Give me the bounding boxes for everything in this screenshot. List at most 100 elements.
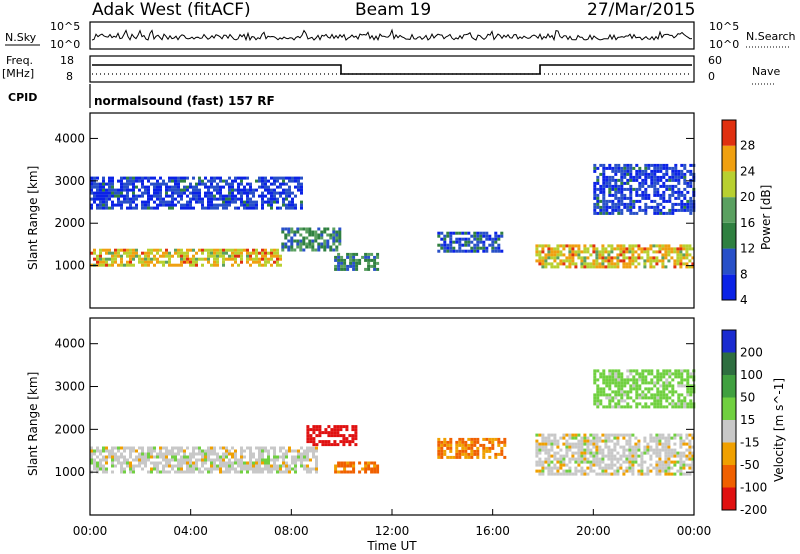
velocity-echo-cell — [373, 467, 377, 471]
velocity-echo-cell — [611, 396, 615, 400]
power-echo-cell — [650, 181, 654, 185]
velocity-echo-cell — [691, 433, 695, 437]
velocity-echo-cell — [598, 448, 602, 452]
velocity-echo-cell — [96, 446, 99, 450]
power-echo-cell — [680, 202, 684, 206]
velocity-echo-cell — [619, 454, 623, 458]
velocity-echo-cell — [691, 466, 695, 470]
power-echo-cell — [449, 234, 453, 238]
power-echo-cell — [593, 208, 597, 212]
velocity-echo-cell — [276, 455, 279, 459]
velocity-echo-cell — [656, 402, 660, 406]
power-echo-cell — [653, 169, 657, 173]
power-echo-cell — [583, 247, 587, 251]
power-echo-cell — [589, 244, 593, 248]
velocity-echo-cell — [677, 399, 681, 403]
power-echo-cell — [192, 248, 195, 252]
velocity-echo-cell — [574, 457, 578, 461]
power-echo-cell — [664, 244, 668, 248]
power-echo-cell — [156, 257, 159, 261]
power-echo-cell — [614, 208, 618, 212]
power-echo-cell — [661, 262, 665, 266]
power-echo-cell — [541, 265, 545, 269]
power-echo-cell — [662, 184, 666, 188]
velocity-echo-cell — [604, 439, 608, 443]
velocity-echo-cell — [620, 378, 624, 382]
velocity-echo-cell — [658, 436, 662, 440]
power-echo-cell — [437, 243, 441, 247]
power-echo-cell — [665, 166, 669, 170]
power-echo-cell — [210, 185, 213, 189]
velocity-echo-cell — [553, 457, 557, 461]
power-echo-cell — [96, 254, 99, 258]
velocity-echo-cell — [240, 449, 243, 453]
power-echo-cell — [210, 182, 213, 186]
power-echo-cell — [180, 257, 183, 261]
velocity-echo-cell — [614, 369, 618, 373]
power-echo-cell — [123, 251, 126, 255]
velocity-echo-cell — [647, 390, 651, 394]
velocity-y-tick-label: 3000 — [54, 380, 85, 394]
power-echo-cell — [282, 182, 285, 186]
velocity-echo-cell — [688, 454, 692, 458]
power-echo-cell — [153, 188, 156, 192]
power-echo-cell — [192, 260, 195, 264]
velocity-echo-cell — [598, 439, 602, 443]
velocity-echo-cell — [607, 445, 611, 449]
power-echo-cell — [571, 259, 575, 263]
power-echo-cell — [461, 237, 465, 241]
velocity-echo-cell — [568, 460, 572, 464]
power-echo-cell — [102, 197, 105, 201]
velocity-echo-cell — [602, 405, 606, 409]
power-echo-cell — [294, 185, 297, 189]
power-echo-cell — [443, 237, 447, 241]
power-echo-cell — [689, 169, 693, 173]
velocity-echo-cell — [659, 390, 663, 394]
power-echo-cell — [592, 247, 596, 251]
velocity-echo-cell — [638, 384, 642, 388]
power-colorbar-segment — [722, 145, 736, 172]
velocity-echo-cell — [321, 440, 325, 444]
power-echo-cell — [641, 178, 645, 182]
power-echo-cell — [234, 188, 237, 192]
power-echo-cell — [446, 234, 450, 238]
velocity-echo-cell — [494, 437, 498, 441]
power-echo-cell — [638, 181, 642, 185]
velocity-echo-cell — [210, 470, 213, 474]
power-echo-cell — [596, 202, 600, 206]
power-echo-cell — [219, 203, 222, 207]
velocity-echo-cell — [306, 434, 310, 438]
velocity-echo-cell — [306, 428, 310, 432]
velocity-echo-cell — [207, 458, 210, 462]
velocity-echo-cell — [593, 402, 597, 406]
power-echo-cell — [114, 194, 117, 198]
power-echo-cell — [284, 242, 288, 246]
power-echo-cell — [225, 194, 228, 198]
velocity-echo-cell — [153, 461, 156, 465]
velocity-echo-cell — [141, 446, 144, 450]
power-echo-cell — [596, 199, 600, 203]
power-echo-cell — [616, 265, 620, 269]
velocity-echo-cell — [596, 384, 600, 388]
freq-tick-top: 18 — [60, 54, 74, 67]
power-echo-cell — [279, 194, 282, 198]
power-echo-cell — [192, 257, 195, 261]
power-echo-cell — [661, 265, 665, 269]
velocity-echo-cell — [352, 467, 356, 471]
power-echo-cell — [638, 208, 642, 212]
power-echo-cell — [291, 203, 294, 207]
power-echo-cell — [346, 264, 350, 268]
power-echo-cell — [183, 191, 186, 195]
power-echo-cell — [96, 197, 99, 201]
power-echo-cell — [216, 248, 219, 252]
power-echo-cell — [602, 163, 606, 167]
power-echo-cell — [352, 267, 356, 271]
power-echo-cell — [376, 267, 380, 271]
power-colorbar-tick: 12 — [740, 242, 755, 256]
velocity-echo-cell — [93, 464, 96, 468]
velocity-colorbar-segment — [722, 397, 736, 420]
power-echo-cell — [111, 194, 114, 198]
power-echo-cell — [598, 250, 602, 254]
power-echo-cell — [174, 251, 177, 255]
power-echo-cell — [308, 233, 312, 237]
